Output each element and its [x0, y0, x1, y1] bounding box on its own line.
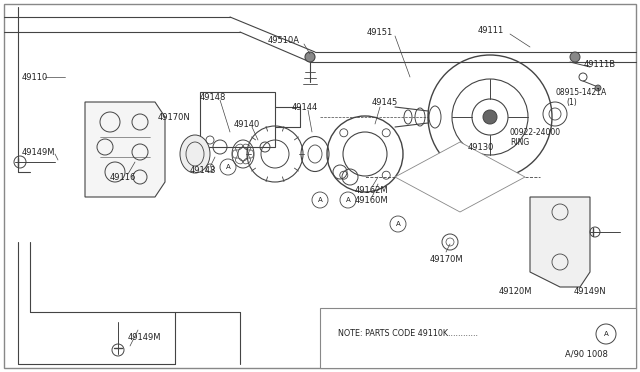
Text: 49120M: 49120M — [499, 288, 532, 296]
Text: 49162M: 49162M — [355, 186, 388, 195]
Text: 49149M: 49149M — [22, 148, 56, 157]
Polygon shape — [530, 197, 590, 287]
Text: 49160M: 49160M — [355, 196, 388, 205]
Bar — [200, 92, 275, 147]
Polygon shape — [85, 102, 165, 197]
Circle shape — [483, 110, 497, 124]
Text: NOTE: PARTS CODE 49110K............: NOTE: PARTS CODE 49110K............ — [338, 330, 478, 339]
Circle shape — [305, 52, 315, 62]
Text: 49170M: 49170M — [430, 256, 463, 264]
Text: 49510A: 49510A — [268, 35, 300, 45]
Text: 08915-1421A: 08915-1421A — [556, 87, 607, 96]
Ellipse shape — [180, 135, 210, 173]
Text: 49148: 49148 — [200, 93, 227, 102]
Text: 49116: 49116 — [110, 173, 136, 182]
Text: 49111: 49111 — [478, 26, 504, 35]
Polygon shape — [395, 142, 525, 212]
Bar — [320, 308, 636, 368]
Text: A/90 1008: A/90 1008 — [565, 350, 608, 359]
Text: A: A — [396, 221, 401, 227]
Text: 49170N: 49170N — [158, 112, 191, 122]
Text: A: A — [346, 197, 350, 203]
Text: 49130: 49130 — [468, 142, 494, 151]
Text: 49140: 49140 — [234, 119, 260, 128]
Text: 00922-24000: 00922-24000 — [510, 128, 561, 137]
Text: 49151: 49151 — [367, 28, 393, 36]
Text: 49144: 49144 — [292, 103, 318, 112]
Text: A: A — [226, 164, 230, 170]
Text: 49149M: 49149M — [128, 333, 161, 341]
Text: 49145: 49145 — [372, 97, 398, 106]
Text: RING: RING — [510, 138, 529, 147]
Text: 49110: 49110 — [22, 73, 48, 81]
Text: A: A — [317, 197, 323, 203]
Circle shape — [595, 85, 601, 91]
Circle shape — [570, 52, 580, 62]
Text: 49149N: 49149N — [573, 288, 606, 296]
Text: 49111B: 49111B — [584, 60, 616, 68]
Text: (1): (1) — [566, 97, 577, 106]
Text: 49148: 49148 — [190, 166, 216, 174]
Text: A: A — [604, 331, 609, 337]
